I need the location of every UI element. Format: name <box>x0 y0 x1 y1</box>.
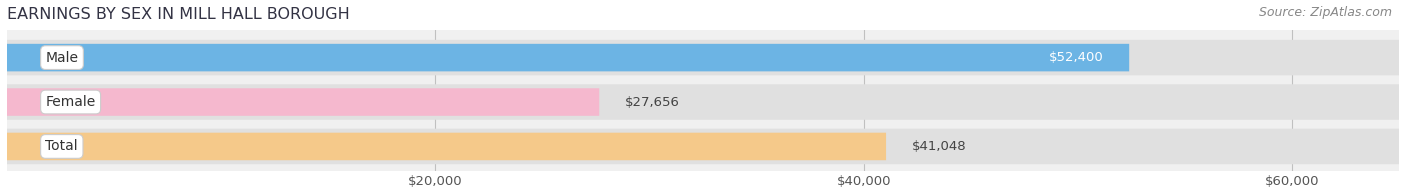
FancyBboxPatch shape <box>7 88 599 116</box>
Text: Female: Female <box>45 95 96 109</box>
Text: $41,048: $41,048 <box>911 140 966 153</box>
Text: EARNINGS BY SEX IN MILL HALL BOROUGH: EARNINGS BY SEX IN MILL HALL BOROUGH <box>7 7 350 22</box>
FancyBboxPatch shape <box>7 84 1399 120</box>
Text: Source: ZipAtlas.com: Source: ZipAtlas.com <box>1258 6 1392 19</box>
Text: $52,400: $52,400 <box>1049 51 1104 64</box>
Text: Total: Total <box>45 139 79 153</box>
Text: Male: Male <box>45 51 79 65</box>
FancyBboxPatch shape <box>7 133 886 160</box>
FancyBboxPatch shape <box>7 44 1129 71</box>
Text: $27,656: $27,656 <box>624 96 681 109</box>
FancyBboxPatch shape <box>7 40 1399 75</box>
FancyBboxPatch shape <box>7 129 1399 164</box>
